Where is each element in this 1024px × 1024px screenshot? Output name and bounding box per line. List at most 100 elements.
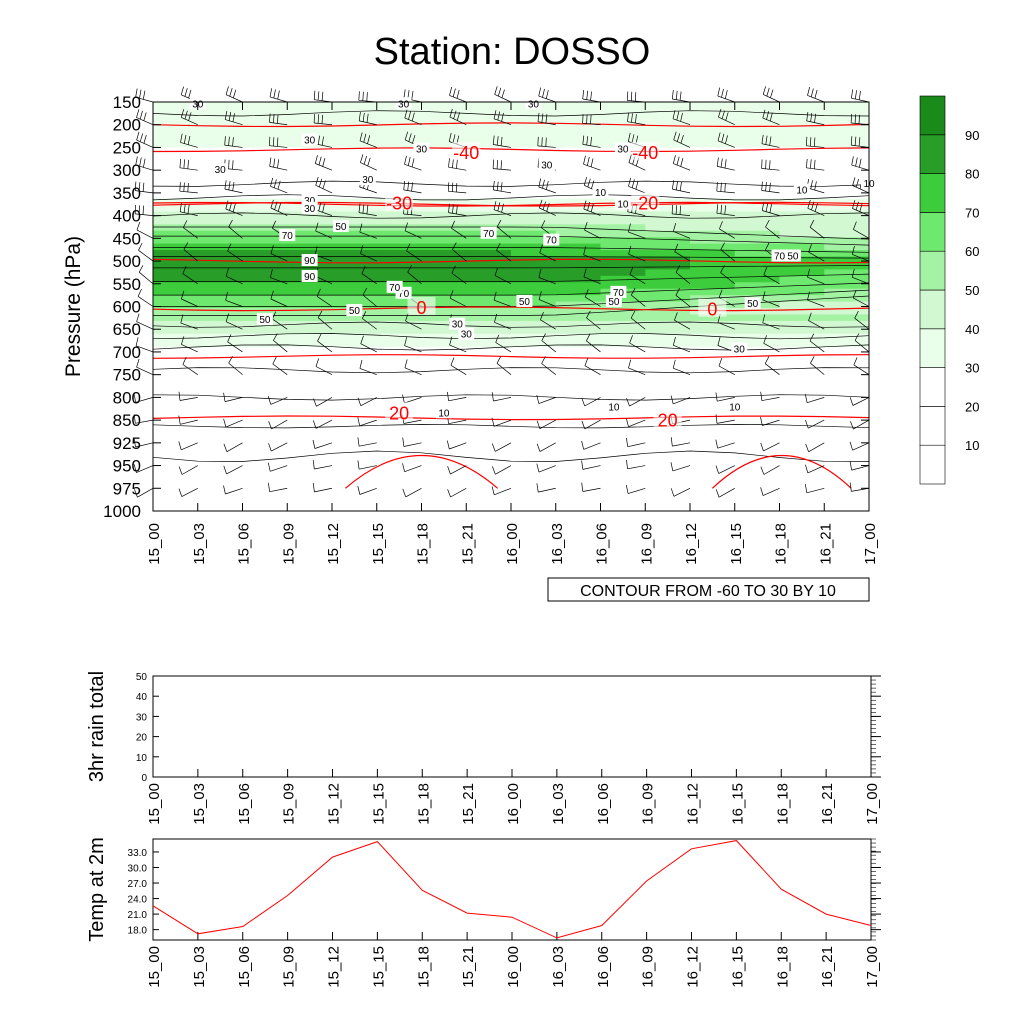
y-tick-label: 850	[113, 411, 141, 430]
wind-barb-flag	[137, 288, 142, 297]
humidity-cell	[153, 301, 199, 309]
wind-barb-flag	[496, 219, 502, 227]
humidity-cell	[645, 121, 691, 129]
humidity-cell	[690, 205, 736, 212]
wind-barb-flag	[232, 160, 234, 170]
wind-barb-shaft	[582, 465, 601, 470]
humidity-contour-label: 90	[304, 256, 316, 267]
wind-barb-shaft	[180, 322, 198, 330]
wind-barb-flag	[851, 246, 855, 255]
humidity-cell	[690, 340, 736, 348]
wind-barb-shaft	[271, 442, 288, 452]
humidity-cell	[734, 250, 780, 258]
wind-barb-flag	[809, 333, 815, 342]
wind-barb-shaft	[584, 419, 601, 430]
rain-x-tick-label: 15_09	[281, 783, 298, 825]
humidity-cell	[287, 114, 333, 122]
humidity-cell	[734, 102, 780, 109]
humidity-cell	[376, 256, 422, 264]
wind-barb-shaft	[403, 189, 422, 194]
wind-barb-flag	[270, 245, 274, 254]
temperature-label-bg	[653, 409, 682, 428]
wind-barb-flag	[810, 356, 815, 364]
humidity-label-bg	[359, 173, 376, 186]
humidity-cell	[332, 288, 378, 296]
wind-barb-shaft	[538, 186, 556, 194]
humidity-cell	[690, 134, 736, 142]
wind-barb-shaft	[269, 487, 288, 493]
wind-barb-shaft	[360, 162, 377, 171]
humidity-cell	[287, 102, 333, 109]
rain-y-tick-label: 40	[136, 692, 148, 703]
wind-barb-flag	[672, 359, 676, 369]
wind-barb-shaft	[360, 397, 377, 407]
wind-barb-flag	[313, 90, 316, 100]
wind-barb-flag	[178, 391, 181, 401]
humidity-contour-label: 10	[595, 188, 607, 199]
humidity-cell	[779, 224, 825, 232]
wind-barb-shaft	[763, 94, 780, 103]
wind-barb-flag	[541, 333, 546, 341]
humidity-cell	[511, 333, 557, 341]
humidity-cell	[511, 140, 557, 148]
humidity-cell	[242, 301, 288, 309]
humidity-cell	[555, 121, 601, 129]
wind-barb-shaft	[851, 97, 870, 103]
wind-barb-flag	[628, 154, 632, 163]
humidity-contour-label: 90	[304, 272, 316, 283]
humidity-cell	[466, 256, 512, 264]
wind-barb-flag	[626, 459, 628, 469]
temp-y-tick-label: 21.0	[128, 910, 148, 921]
humidity-cell	[466, 262, 512, 270]
humidity-cell	[824, 320, 870, 328]
humidity-cell	[779, 301, 825, 309]
wind-barb-shaft	[225, 299, 243, 307]
wind-barb-flag	[450, 357, 455, 366]
humidity-cell	[153, 320, 199, 328]
humidity-cell	[555, 262, 601, 270]
humidity-cell	[555, 250, 601, 258]
humidity-cell	[645, 243, 691, 251]
temp-x-tick-label: 15_00	[146, 946, 163, 988]
humidity-cell	[197, 288, 243, 296]
wind-barb-flag	[317, 135, 320, 145]
humidity-cell	[466, 205, 512, 212]
humidity-cell	[153, 134, 199, 142]
humidity-cell	[153, 127, 199, 135]
wind-barb-flag	[180, 109, 185, 118]
wind-barb-flag	[223, 418, 227, 428]
humidity-cell	[332, 256, 378, 264]
wind-barb-shaft	[629, 342, 646, 353]
humidity-cell	[153, 327, 199, 335]
humidity-cell	[376, 134, 422, 142]
humidity-cell	[242, 108, 288, 116]
wind-barb-flag	[269, 113, 271, 123]
wind-barb-flag	[674, 243, 679, 252]
wind-barb-flag	[491, 486, 495, 495]
humidity-cell	[332, 333, 378, 341]
wind-barb-shaft	[179, 397, 198, 401]
humidity-label-bg	[301, 201, 318, 214]
wind-barb-shaft	[538, 465, 556, 473]
humidity-cell	[153, 250, 199, 258]
humidity-contour-label: 50	[349, 306, 361, 317]
wind-barb-flag	[143, 112, 147, 121]
rain-x-tick-label: 16_00	[505, 783, 522, 825]
humidity-contour-label: 30	[734, 345, 746, 356]
humidity-cell	[197, 134, 243, 142]
wind-barb-flag	[761, 181, 763, 191]
wind-barb-shaft	[539, 419, 556, 430]
wind-barb-flag	[322, 158, 326, 167]
wind-barb-shaft	[360, 343, 377, 353]
wind-barb-shaft	[450, 365, 467, 375]
wind-barb-flag	[315, 358, 320, 367]
wind-barb-flag	[318, 178, 323, 188]
wind-barb-flag	[272, 137, 275, 147]
wind-barb-flag	[500, 136, 503, 146]
wind-barb-flag	[496, 159, 498, 169]
wind-barb-flag	[630, 310, 636, 319]
humidity-cell	[287, 327, 333, 335]
humidity-cell	[645, 275, 691, 283]
humidity-cell	[153, 333, 199, 341]
humidity-cell	[466, 108, 512, 116]
